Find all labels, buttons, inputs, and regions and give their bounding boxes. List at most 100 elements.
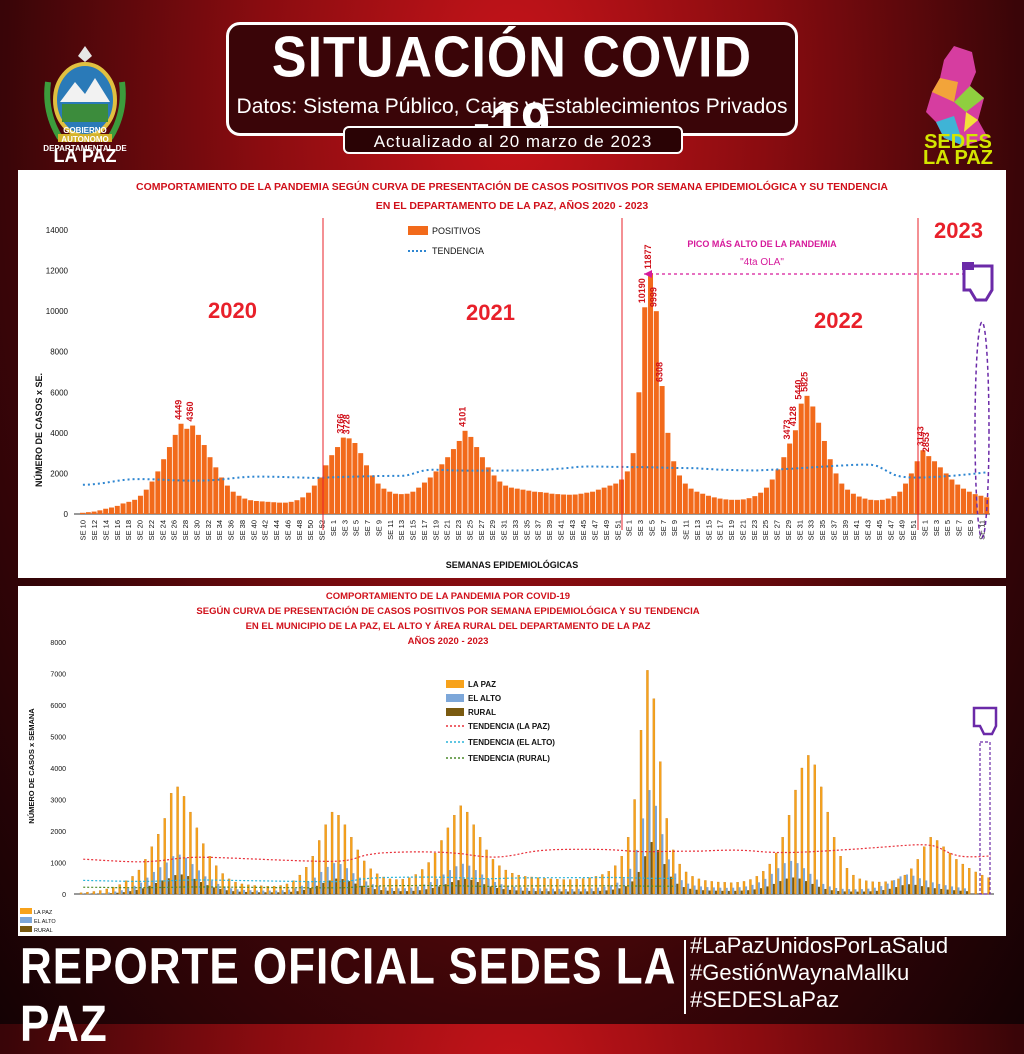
la-paz-bar [170,793,172,894]
la-paz-bar [402,879,404,894]
la-paz-bar [743,881,745,894]
la-paz-bar [325,825,327,894]
la-paz-bar [447,828,449,894]
rural-bar [451,882,453,894]
la-paz-bar [273,886,275,894]
el-alto-bar [764,879,766,894]
positivos-bar [352,443,357,514]
positivos-bar [799,404,804,514]
la-paz-bar [131,876,133,894]
rural-bar [927,887,929,894]
el-alto-bar [172,856,174,894]
el-alto-bar [288,890,290,894]
positivos-bar [787,444,792,514]
la-paz-bar [350,837,352,894]
la-paz-bar [395,880,397,894]
positivos-bar [480,457,485,514]
el-alto-bar [121,890,123,894]
x-tick-label: SE 21 [738,520,747,540]
positivos-bar [144,490,149,514]
peak-value-label: 11877 [643,245,653,270]
la-paz-bar [704,880,706,894]
positivos-bar [654,311,659,514]
la-paz-bar [672,850,674,894]
rural-bar [721,891,723,894]
rural-bar [502,889,504,894]
rural-bar [567,891,569,894]
rural-bar [869,891,871,894]
el-alto-bar [655,806,657,894]
hashtag-1[interactable]: #LaPazUnidosPorLaSalud [690,932,1020,959]
la-paz-bar [106,889,108,894]
el-alto-bar [243,890,245,894]
el-alto-bar [410,888,412,894]
rural-bar [522,891,524,894]
x-tick-label: SE 13 [397,520,406,540]
el-alto-bar [751,885,753,894]
rural-bar [335,879,337,894]
positivos-bar [723,499,728,514]
x-tick-label: SE 51 [613,520,622,540]
rural-bar [181,874,183,894]
rural-bar [586,891,588,894]
positivos-bar [376,484,381,514]
la-paz-bar [968,868,970,894]
el-alto-bar [919,878,921,894]
positivos-bar [642,307,647,514]
la-paz-bar [151,847,153,894]
x-tick-label: SE 33 [807,520,816,540]
el-alto-bar [867,889,869,894]
hashtag-2[interactable]: #GestiónWaynaMallku [690,959,1020,986]
positivos-bar [179,424,184,514]
la-paz-bar [640,730,642,894]
y-tick-label: 8000 [50,348,68,357]
rural-bar [947,890,949,894]
positivos-bar [109,508,114,514]
positivos-bar [926,456,931,514]
year-label-2023: 2023 [934,218,983,243]
positivos-bar [474,447,479,514]
rural-bar [406,891,408,894]
x-tick-label: SE 15 [409,520,418,540]
el-alto-bar [475,870,477,894]
positivos-bar [718,499,723,514]
rural-bar [200,882,202,894]
rural-bar [277,892,279,894]
la-paz-bar [183,796,185,894]
la-paz-bar [878,882,880,894]
la-paz-bar [492,859,494,894]
year-label-2021: 2021 [466,300,515,325]
positivos-bar [439,464,444,514]
chart1-subtitle: EN EL DEPARTAMENTO DE LA PAZ, AÑOS 2020 … [376,199,649,212]
rural-bar [470,880,472,894]
el-alto-bar [545,888,547,894]
la-paz-bar [196,828,198,894]
x-tick-label: SE 12 [90,520,99,540]
x-tick-label: SE 16 [113,520,122,540]
rural-bar [174,875,176,894]
rural-bar [676,884,678,894]
el-alto-bar [661,834,663,894]
la-paz-bar [189,812,191,894]
el-alto-bar [108,892,110,894]
x-tick-label: SE 33 [511,520,520,540]
y-tick-label: 10000 [46,307,69,316]
x-tick-label: SE 5 [647,520,656,536]
x-tick-label: SE 47 [591,520,600,540]
y-tick-label-2: 4000 [50,766,66,773]
positivos-bar [289,502,294,514]
rural-bar [187,876,189,894]
positivos-bar [503,486,508,514]
el-alto-bar [153,872,155,894]
el-alto-bar [816,880,818,894]
el-alto-bar [932,882,934,894]
positivos-bar [839,484,844,514]
positivos-bar [132,500,137,514]
positivos-bar [248,500,253,514]
rural-bar [419,890,421,894]
rural-bar [161,880,163,894]
rural-bar [708,891,710,894]
el-alto-bar [906,874,908,894]
hashtag-3[interactable]: #SEDESLaPaz [690,986,1020,1013]
rural-bar [477,882,479,894]
